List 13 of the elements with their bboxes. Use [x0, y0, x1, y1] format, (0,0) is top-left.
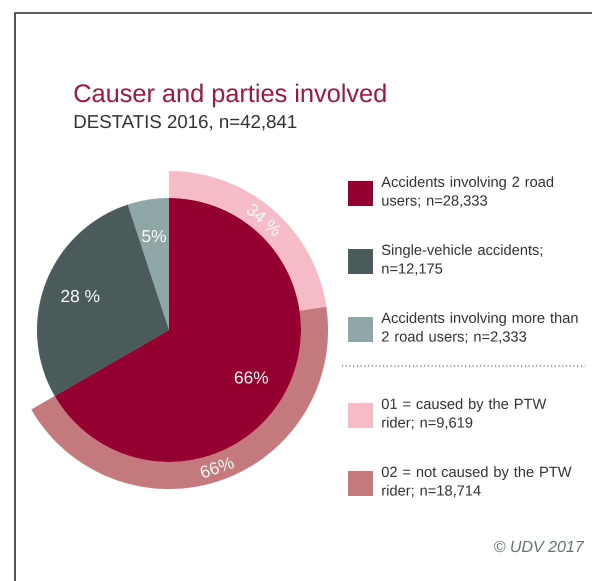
data-label: 5% — [142, 230, 166, 242]
data-label: 28 % — [61, 290, 100, 302]
legend-label: 02 = not caused by the PTW rider; n=18,714 — [382, 466, 572, 498]
legend-label: 01 = caused by the PTW rider; n=9,619 — [382, 398, 546, 430]
legend-label: Single-vehicle accidents; n=12,175 — [382, 244, 542, 276]
text: © UDV 2017 — [494, 540, 584, 552]
legend-label: Accidents involving 2 road users; n=28,333 — [381, 176, 554, 208]
chart-subtitle: DESTATIS 2016, n=42,841 — [74, 114, 296, 130]
legend-label: Accidents involving more than 2 road users; n=2,333 — [381, 312, 578, 344]
data-label: 66% — [234, 371, 268, 384]
data-label: 34 % — [247, 204, 281, 236]
chart-title: Causer and parties involved — [74, 84, 386, 108]
data-label: 66% — [200, 457, 234, 478]
